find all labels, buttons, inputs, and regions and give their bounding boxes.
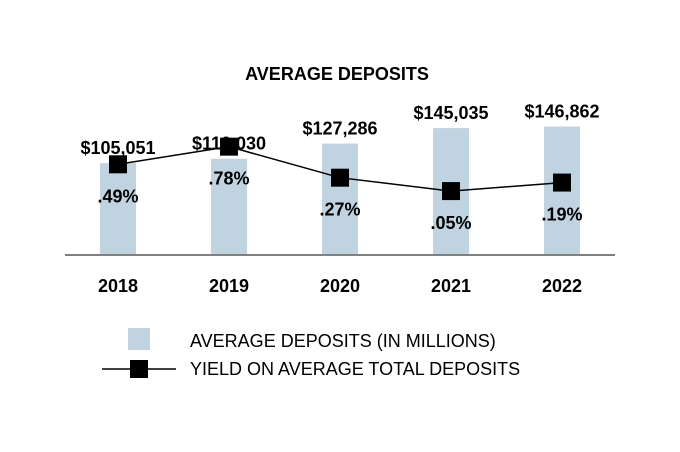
bar-2020 — [322, 143, 358, 255]
legend: AVERAGE DEPOSITS (IN MILLIONS) YIELD ON … — [102, 328, 520, 379]
bar-value-label-2019: $110,030 — [192, 134, 266, 154]
bar-value-label-2020: $127,286 — [302, 119, 377, 139]
yield-marker-2018 — [109, 155, 127, 174]
bar-value-label-2021: $145,035 — [413, 103, 488, 123]
labels-layer: $105,051 $110,030 $127,286 $145,035 $146,862… — [80, 101, 599, 233]
yield-marker-2022 — [553, 173, 571, 192]
bars-layer — [100, 126, 580, 255]
x-tick-label-2019: 2019 — [209, 276, 249, 296]
yield-marker-2021 — [442, 182, 460, 201]
legend-bar-swatch — [128, 328, 150, 350]
yield-value-label-2020: .27% — [319, 200, 360, 220]
x-tick-label-2020: 2020 — [320, 276, 360, 296]
bar-2018 — [100, 163, 136, 255]
x-tick-label-2021: 2021 — [431, 276, 471, 296]
legend-marker-swatch — [130, 360, 148, 378]
x-tick-layer: 2018 2019 2020 2021 2022 — [98, 276, 582, 296]
chart-title: AVERAGE DEPOSITS — [245, 64, 429, 84]
yield-marker-2020 — [331, 168, 349, 187]
yield-line-layer — [109, 137, 571, 201]
x-tick-label-2022: 2022 — [542, 276, 582, 296]
yield-value-label-2019: .78% — [208, 169, 249, 189]
yield-marker-2019 — [220, 137, 238, 156]
yield-value-label-2018: .49% — [97, 186, 138, 206]
bar-2019 — [211, 158, 247, 255]
bar-value-label-2018: $105,051 — [80, 138, 155, 158]
x-tick-label-2018: 2018 — [98, 276, 138, 296]
yield-value-label-2022: .19% — [541, 205, 582, 225]
legend-bar-label: AVERAGE DEPOSITS (IN MILLIONS) — [190, 331, 496, 351]
yield-value-label-2021: .05% — [430, 213, 471, 233]
bar-value-label-2022: $146,862 — [524, 101, 599, 121]
legend-line-label: YIELD ON AVERAGE TOTAL DEPOSITS — [190, 359, 520, 379]
